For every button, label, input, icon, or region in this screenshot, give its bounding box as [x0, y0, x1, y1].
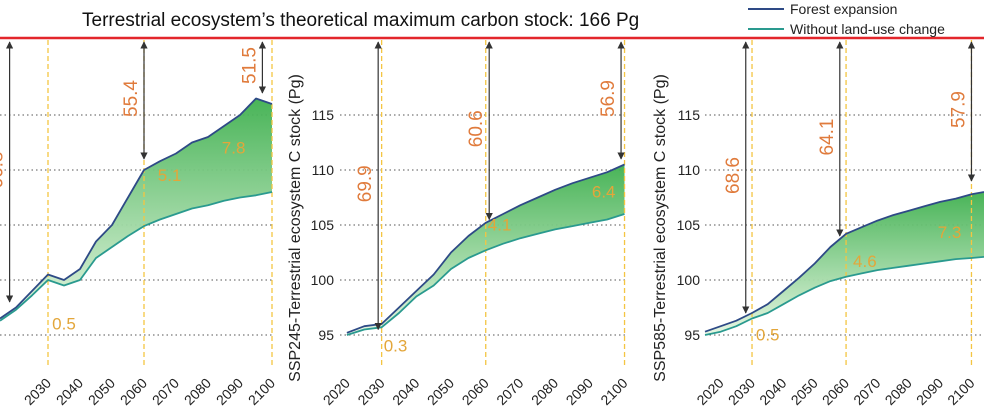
x-tick-label-ssp126-2040: 2040 [53, 375, 86, 408]
y-tick-label-ssp245-105: 105 [311, 217, 335, 233]
y-tick-label-ssp585-115: 115 [678, 107, 701, 123]
x-tick-label-ssp245-2020: 2020 [320, 375, 353, 408]
y-tick-label-ssp245-115: 115 [312, 107, 335, 123]
series-ssp245-without-land-use-change [346, 213, 625, 336]
diff-label-ssp245-0: 0.3 [384, 337, 408, 356]
x-tick-label-ssp245-2030: 2030 [354, 375, 387, 408]
diff-label-ssp126-2: 7.8 [222, 139, 246, 158]
gap-label-ssp245-2: 56.9 [598, 80, 619, 117]
y-axis-label-ssp245: SSP245-Terrestrial ecosystem C stock (Pg… [287, 74, 304, 382]
panel-ssp245: 69.9 60.6 56.9 0.3 4.1 6.4 95 100 105 110 115 SSP24… [287, 40, 631, 408]
x-tick-label-ssp245-2050: 2050 [424, 375, 457, 408]
panel-ssp585: 68.6 64.1 57.9 0.5 4.6 7.3 95 100 105 110 115 SSP58… [652, 40, 984, 408]
y-tick-label-ssp245-110: 110 [312, 162, 335, 178]
panel-ssp126: 66.8 55.4 51.5 0.5 5.1 7.8 2030204020502060207… [0, 40, 278, 408]
x-tick-label-ssp585-2100: 2100 [944, 375, 977, 408]
legend: Forest expansion Without land-use change [748, 1, 945, 37]
legend-label-forest: Forest expansion [790, 1, 897, 17]
y-tick-label-ssp585-95: 95 [684, 327, 700, 343]
x-tick-label-ssp126-2100: 2100 [245, 375, 278, 408]
x-tick-label-ssp126-2090: 2090 [213, 375, 246, 408]
diff-label-ssp245-1: 4.1 [488, 216, 512, 235]
x-tick-label-ssp126-2030: 2030 [21, 375, 54, 408]
diff-label-ssp126-1: 5.1 [158, 166, 182, 185]
gap-label-ssp126-1: 55.4 [121, 80, 142, 117]
y-tick-label-ssp245-100: 100 [311, 272, 335, 288]
series-ssp126-forest-expansion [0, 97, 273, 320]
band-ssp126 [0, 98, 272, 321]
figure-title: Terrestrial ecosystem’s theoretical maxi… [82, 10, 639, 31]
diff-label-ssp585-2: 7.3 [938, 223, 962, 242]
x-tick-label-ssp126-2070: 2070 [149, 375, 182, 408]
x-tick-label-ssp585-2020: 2020 [693, 375, 726, 408]
x-tick-label-ssp126-2060: 2060 [117, 375, 150, 408]
x-tick-label-ssp245-2040: 2040 [389, 375, 422, 408]
gap-label-ssp585-0: 68.6 [723, 157, 744, 194]
x-tick-label-ssp245-2060: 2060 [459, 375, 492, 408]
y-tick-label-ssp245-95: 95 [318, 327, 334, 343]
diff-label-ssp245-2: 6.4 [592, 183, 616, 202]
x-tick-label-ssp126-2080: 2080 [181, 375, 214, 408]
gap-label-ssp585-1: 64.1 [817, 119, 838, 156]
gap-label-ssp585-2: 57.9 [948, 91, 969, 128]
gap-label-ssp245-0: 69.9 [355, 165, 376, 202]
x-tick-label-ssp585-2040: 2040 [756, 375, 789, 408]
series-ssp585-forest-expansion [704, 191, 984, 333]
diff-label-ssp126-0: 0.5 [52, 315, 76, 334]
gap-label-ssp126-2: 51.5 [239, 47, 260, 84]
x-tick-label-ssp585-2060: 2060 [819, 375, 852, 408]
x-tick-label-ssp585-2030: 2030 [725, 375, 758, 408]
x-tick-label-ssp585-2070: 2070 [850, 375, 883, 408]
band-ssp585 [705, 192, 984, 335]
series-ssp126-without-land-use-change [0, 191, 273, 322]
x-tick-label-ssp585-2080: 2080 [882, 375, 915, 408]
gap-label-ssp245-1: 60.6 [466, 110, 487, 147]
x-tick-label-ssp585-2090: 2090 [913, 375, 946, 408]
y-tick-label-ssp585-100: 100 [677, 272, 701, 288]
legend-label-baseline: Without land-use change [790, 21, 945, 37]
series-ssp245-forest-expansion [346, 163, 625, 334]
diff-label-ssp585-1: 4.6 [853, 252, 877, 271]
y-axis-label-ssp585: SSP585-Terrestrial ecosystem C stock (Pg… [652, 74, 669, 382]
diff-label-ssp585-0: 0.5 [756, 326, 780, 345]
y-tick-label-ssp585-105: 105 [677, 217, 701, 233]
x-tick-label-ssp245-2090: 2090 [563, 375, 596, 408]
y-tick-label-ssp585-110: 110 [678, 162, 701, 178]
series-ssp585-without-land-use-change [704, 256, 984, 336]
gap-label-ssp126-0: 66.8 [0, 152, 8, 189]
x-tick-label-ssp585-2050: 2050 [787, 375, 820, 408]
x-tick-label-ssp126-2050: 2050 [85, 375, 118, 408]
x-tick-label-ssp245-2100: 2100 [597, 375, 630, 408]
x-tick-label-ssp245-2070: 2070 [493, 375, 526, 408]
x-tick-label-ssp245-2080: 2080 [528, 375, 561, 408]
